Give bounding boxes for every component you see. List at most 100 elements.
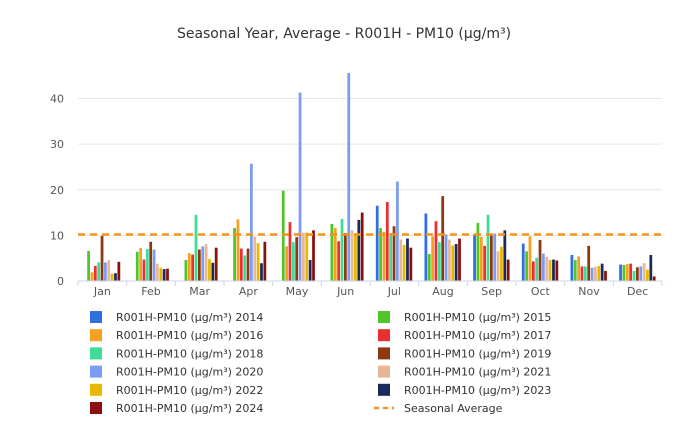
- legend-item[interactable]: R001H-PM10 (µg/m³) 2023: [378, 383, 551, 397]
- bar[interactable]: [204, 244, 208, 281]
- bar[interactable]: [197, 249, 201, 281]
- bar[interactable]: [201, 246, 205, 281]
- bar[interactable]: [285, 246, 288, 281]
- bar[interactable]: [545, 256, 549, 281]
- bar[interactable]: [333, 228, 337, 281]
- legend-item[interactable]: R001H-PM10 (µg/m³) 2019: [378, 347, 551, 360]
- bar[interactable]: [642, 263, 646, 281]
- bar[interactable]: [590, 267, 594, 281]
- bar[interactable]: [479, 236, 483, 281]
- bar[interactable]: [343, 233, 347, 281]
- legend-item[interactable]: R001H-PM10 (µg/m³) 2020: [90, 365, 263, 379]
- bar[interactable]: [87, 250, 90, 281]
- legend-item[interactable]: R001H-PM10 (µg/m³) 2015: [378, 311, 551, 324]
- bar[interactable]: [281, 190, 285, 281]
- bar[interactable]: [360, 212, 364, 281]
- bar[interactable]: [542, 253, 545, 281]
- bar[interactable]: [135, 251, 139, 281]
- bar[interactable]: [152, 249, 156, 281]
- bar[interactable]: [427, 254, 431, 281]
- bar[interactable]: [379, 228, 382, 281]
- bar[interactable]: [107, 260, 111, 281]
- bar[interactable]: [337, 241, 341, 281]
- bar[interactable]: [93, 265, 97, 281]
- bar[interactable]: [191, 254, 195, 281]
- bar[interactable]: [548, 260, 552, 281]
- bar[interactable]: [473, 234, 476, 281]
- bar[interactable]: [97, 262, 101, 281]
- bar[interactable]: [253, 236, 257, 281]
- bar[interactable]: [577, 256, 580, 281]
- bar[interactable]: [528, 236, 532, 281]
- bar[interactable]: [350, 230, 354, 281]
- bar[interactable]: [239, 248, 243, 281]
- bar[interactable]: [243, 255, 247, 281]
- bar[interactable]: [159, 267, 163, 281]
- bar[interactable]: [295, 237, 299, 281]
- legend-item[interactable]: R001H-PM10 (µg/m³) 2017: [378, 329, 551, 342]
- bar[interactable]: [594, 266, 597, 281]
- bar[interactable]: [156, 263, 159, 281]
- bar[interactable]: [486, 214, 490, 281]
- bar[interactable]: [619, 264, 622, 281]
- bar[interactable]: [535, 257, 539, 281]
- bar[interactable]: [625, 264, 629, 281]
- bar[interactable]: [402, 244, 406, 281]
- bar[interactable]: [454, 244, 458, 281]
- bar[interactable]: [538, 239, 542, 281]
- bar[interactable]: [142, 259, 146, 281]
- bar[interactable]: [354, 234, 357, 281]
- legend-item[interactable]: R001H-PM10 (µg/m³) 2022: [90, 383, 263, 397]
- bar[interactable]: [587, 245, 591, 281]
- bar[interactable]: [431, 236, 434, 281]
- bar[interactable]: [145, 249, 149, 281]
- bar[interactable]: [451, 245, 455, 281]
- bar[interactable]: [385, 202, 389, 281]
- bar[interactable]: [406, 238, 409, 281]
- bar[interactable]: [392, 226, 396, 281]
- bar[interactable]: [330, 223, 334, 281]
- bar[interactable]: [503, 230, 507, 281]
- bar[interactable]: [308, 260, 312, 281]
- bar[interactable]: [632, 270, 636, 281]
- bar[interactable]: [639, 266, 643, 281]
- bar[interactable]: [500, 246, 503, 281]
- bar[interactable]: [629, 263, 633, 281]
- legend-item[interactable]: R001H-PM10 (µg/m³) 2021: [378, 365, 551, 379]
- bar[interactable]: [646, 269, 649, 281]
- bar[interactable]: [570, 254, 574, 281]
- bar[interactable]: [399, 239, 403, 281]
- bar[interactable]: [506, 259, 510, 281]
- bar[interactable]: [166, 268, 169, 281]
- bar[interactable]: [555, 260, 559, 281]
- bar[interactable]: [552, 259, 555, 281]
- bar[interactable]: [340, 218, 344, 281]
- bar[interactable]: [211, 262, 215, 281]
- bar[interactable]: [260, 263, 263, 281]
- legend-item[interactable]: Seasonal Average: [374, 402, 503, 415]
- bar[interactable]: [263, 241, 267, 281]
- bar[interactable]: [104, 262, 107, 281]
- bar[interactable]: [312, 230, 315, 281]
- bar[interactable]: [291, 242, 295, 281]
- bar[interactable]: [604, 270, 607, 281]
- bar[interactable]: [649, 254, 653, 281]
- bar[interactable]: [521, 243, 525, 281]
- bar[interactable]: [149, 241, 153, 281]
- bar[interactable]: [90, 272, 94, 281]
- bar[interactable]: [458, 238, 461, 281]
- bar[interactable]: [184, 260, 188, 281]
- bar[interactable]: [434, 221, 438, 281]
- bar[interactable]: [236, 219, 240, 281]
- bar[interactable]: [483, 245, 487, 281]
- bar[interactable]: [382, 231, 386, 281]
- bar[interactable]: [580, 266, 584, 281]
- bar[interactable]: [187, 253, 191, 281]
- bar[interactable]: [357, 219, 361, 281]
- bar[interactable]: [652, 276, 656, 281]
- bar[interactable]: [489, 233, 493, 281]
- bar[interactable]: [110, 273, 114, 281]
- bar[interactable]: [246, 248, 250, 281]
- bar[interactable]: [347, 72, 351, 281]
- bar[interactable]: [573, 260, 577, 281]
